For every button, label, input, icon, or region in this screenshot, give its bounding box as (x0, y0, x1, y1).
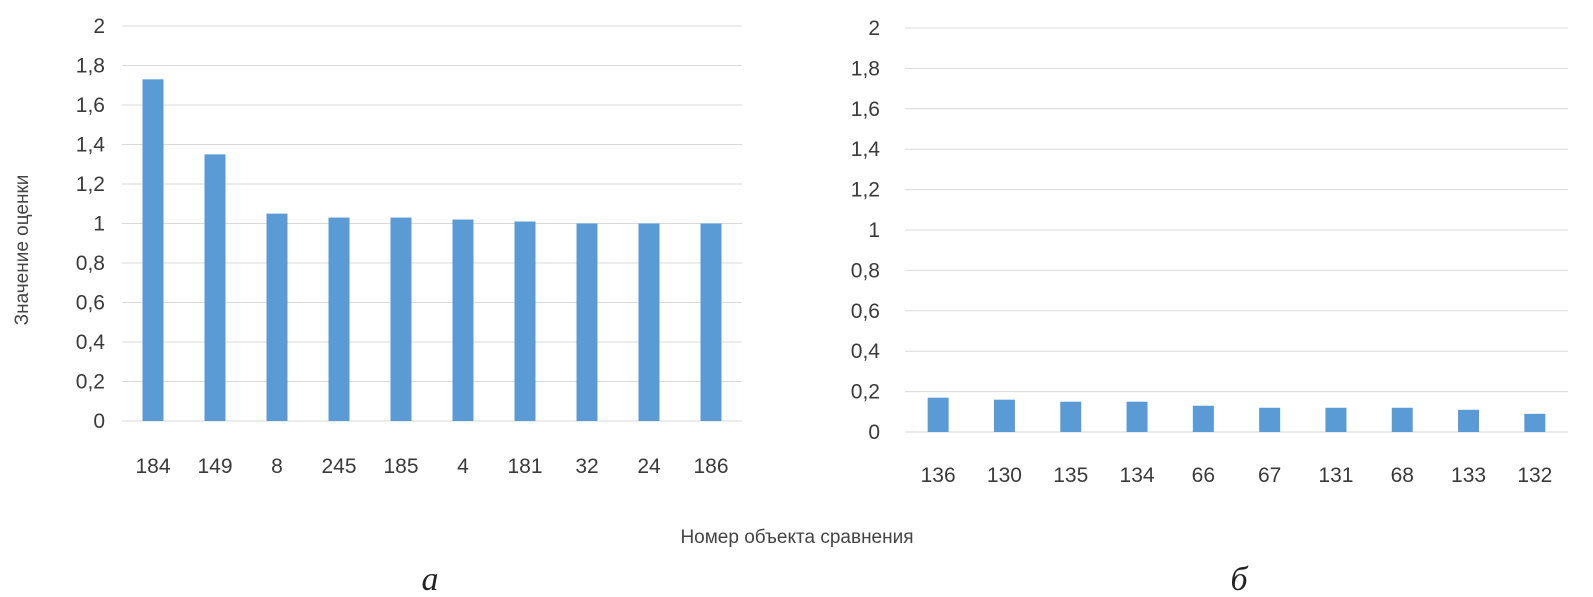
chart-a-y-tick-label: 0,2 (76, 371, 105, 394)
chart-b-x-tick-label: 67 (1258, 464, 1281, 487)
chart-a-x-tick-label: 24 (637, 455, 661, 478)
chart-b-y-tick-label: 0,2 (851, 381, 880, 404)
chart-b-y-tick-label: 0,4 (851, 340, 881, 363)
chart-a-y-tick-label: 2 (93, 15, 105, 38)
chart-a-x-tick-label: 184 (135, 455, 170, 478)
x-axis-label: Номер объекта сравнения (680, 527, 913, 548)
chart-a-bar (142, 79, 164, 421)
y-axis-label: Значение оценки (12, 175, 33, 326)
chart-b-bar (1458, 409, 1480, 432)
chart-b-x-tick-label: 131 (1318, 464, 1353, 487)
chart-a-bar (700, 223, 722, 421)
chart-a-x-tick-label: 181 (507, 455, 542, 478)
chart-a-x-tick-label: 245 (321, 455, 356, 478)
chart-a-x-tick-label: 149 (197, 455, 232, 478)
chart-a-bar (266, 213, 288, 421)
chart-b-x-tick-label: 68 (1391, 464, 1414, 487)
chart-a-bar (514, 221, 536, 421)
chart-b-y-tick-label: 1,8 (851, 57, 880, 80)
caption-a: а (422, 561, 439, 597)
chart-a-x-tick-label: 32 (575, 455, 598, 478)
chart-b-bar (1259, 407, 1281, 432)
chart-b-x-tick-label: 134 (1120, 464, 1155, 487)
chart-a-x-tick-label: 185 (383, 455, 418, 478)
chart-b-bar (1192, 405, 1214, 432)
chart-b-bar (993, 399, 1015, 432)
chart-b-y-tick-label: 0 (868, 421, 880, 444)
chart-a-bar (328, 217, 350, 421)
chart-b-bar (1391, 407, 1413, 432)
chart-b-x-tick-label: 136 (921, 464, 956, 487)
chart-a-y-tick-label: 1,2 (76, 173, 105, 196)
chart-b-bar (1126, 401, 1148, 432)
chart-b-x-tick-label: 132 (1517, 464, 1552, 487)
chart-b-x-tick-label: 133 (1451, 464, 1486, 487)
chart-a-bar (452, 219, 474, 421)
chart-b: 0 0,2 0,4 0,6 0,8 1 1,2 1,4 1,6 1,8 2 136 130 135 134 6… (851, 17, 1568, 487)
chart-b-y-tick-label: 2 (868, 17, 880, 40)
chart-a-y-tick-label: 0,6 (76, 292, 105, 315)
chart-b-bar (927, 397, 949, 432)
chart-b-x-tick-label: 66 (1192, 464, 1215, 487)
chart-a-y-tick-label: 1 (93, 213, 105, 236)
chart-b-y-tick-label: 1,6 (851, 98, 880, 121)
chart-a-y-tick-label: 0,8 (76, 252, 105, 275)
chart-b-bar (1060, 401, 1082, 432)
chart-b-bar (1325, 407, 1347, 432)
chart-a-y-tick-label: 1,4 (76, 134, 106, 157)
chart-b-bar (1524, 413, 1546, 432)
chart-a-y-tick-label: 1,6 (76, 94, 105, 117)
chart-b-y-tick-label: 0,6 (851, 300, 880, 323)
chart-a-x-tick-label: 4 (457, 455, 469, 478)
chart-a-bar (638, 223, 660, 421)
chart-a-y-tick-label: 0,4 (76, 331, 106, 354)
chart-a-bar (204, 154, 226, 421)
chart-b-y-tick-label: 1 (868, 219, 880, 242)
caption-b: б (1230, 561, 1249, 597)
chart-a: 0 0,2 0,4 0,6 0,8 1 1,2 1,4 1,6 1,8 2 184 149 8 245 185… (76, 15, 742, 478)
chart-a-bar (576, 223, 598, 421)
chart-a-y-tick-label: 0 (93, 410, 105, 433)
chart-b-y-tick-label: 1,2 (851, 179, 880, 202)
chart-a-bar (390, 217, 412, 421)
chart-b-x-tick-label: 130 (987, 464, 1022, 487)
chart-a-x-tick-label: 186 (693, 455, 728, 478)
chart-b-y-tick-label: 1,4 (851, 138, 881, 161)
chart-a-y-tick-label: 1,8 (76, 55, 105, 78)
chart-a-x-tick-label: 8 (271, 455, 283, 478)
chart-b-y-tick-label: 0,8 (851, 259, 880, 282)
chart-b-x-tick-label: 135 (1053, 464, 1088, 487)
